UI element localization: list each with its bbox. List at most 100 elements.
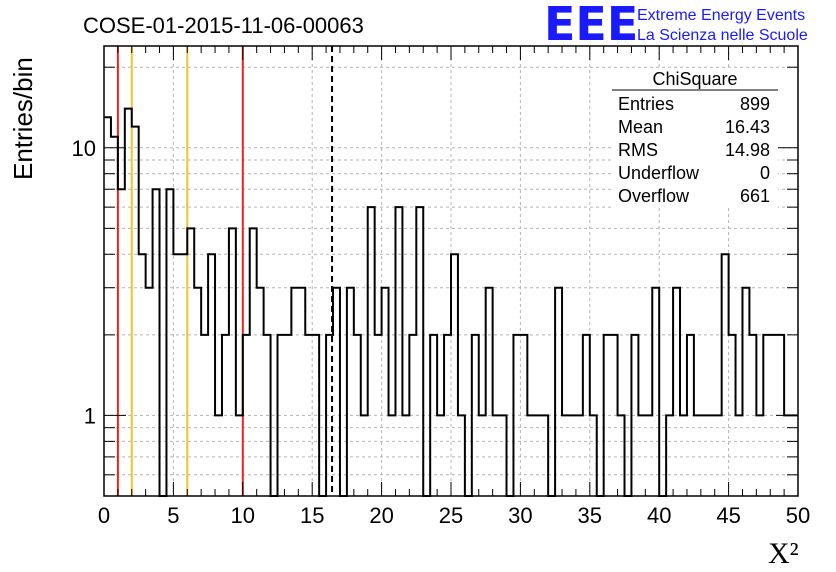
histogram-bin: [382, 288, 389, 496]
histogram-bin: [652, 288, 659, 496]
histogram-bin: [111, 137, 118, 496]
histogram-bin: [541, 415, 548, 496]
histogram-bin: [409, 335, 416, 496]
histogram-bin: [742, 288, 749, 496]
histogram-bin: [673, 288, 680, 496]
y-tick-label: 1: [84, 403, 96, 428]
histogram-bin: [569, 415, 576, 496]
histogram-bin: [493, 415, 500, 496]
stats-label-mean: Mean: [618, 117, 663, 137]
histogram-bin: [402, 415, 409, 496]
histogram-bin: [437, 415, 444, 496]
histogram-bin: [472, 335, 479, 496]
stats-label-underflow: Underflow: [618, 163, 700, 183]
x-tick-label: 5: [167, 503, 179, 528]
histogram-bin: [763, 335, 770, 496]
histogram-bin: [694, 415, 701, 496]
histogram-bin: [201, 335, 208, 496]
histogram-bin: [416, 207, 423, 496]
stats-value-underflow: 0: [760, 163, 770, 183]
histogram-bin: [756, 415, 763, 496]
logo-line-2: La Scienza nelle Scuole: [637, 27, 808, 44]
chart-title: COSE-01-2015-11-06-00063: [83, 13, 364, 38]
x-axis-label: X²: [768, 537, 799, 570]
histogram-bin: [326, 335, 333, 496]
histogram-bin: [250, 228, 257, 496]
histogram-bin: [215, 415, 222, 496]
histogram-bin: [139, 254, 146, 496]
histogram-bin: [527, 415, 534, 496]
histogram-bin: [513, 335, 520, 496]
histogram-bin: [291, 288, 298, 496]
histogram-bin: [701, 415, 708, 496]
histogram-bin: [749, 335, 756, 496]
histogram-bin: [146, 288, 153, 496]
histogram-bin: [618, 415, 625, 496]
histogram-bin: [666, 415, 673, 496]
histogram-bin: [312, 335, 319, 496]
histogram-bin: [187, 228, 194, 496]
histogram-bin: [229, 228, 236, 496]
x-tick-label: 25: [439, 503, 463, 528]
histogram-bin: [153, 189, 160, 496]
histogram-bin: [451, 254, 458, 496]
histogram-bin: [243, 335, 250, 496]
x-tick-label: 0: [98, 503, 110, 528]
eee-logo: EEE Extreme Energy Events La Scienza nel…: [544, 0, 808, 51]
histogram-bin: [333, 288, 340, 496]
logo-mark: EEE: [544, 0, 638, 51]
stats-value-mean: 16.43: [725, 117, 770, 137]
axes: 0 5 10 15 20 25 30 35 40 45 50 1 10: [72, 45, 810, 528]
histogram-bin: [347, 288, 354, 496]
stats-box-name: ChiSquare: [652, 69, 737, 89]
histogram-bin: [395, 207, 402, 496]
histogram-bin: [479, 415, 486, 496]
histogram-bin: [631, 335, 638, 496]
histogram-bin: [278, 335, 285, 496]
x-tick-label: 15: [300, 503, 324, 528]
histogram-bin: [722, 254, 729, 496]
histogram-bin: [458, 415, 465, 496]
histogram-bin: [611, 335, 618, 496]
x-tick-label: 35: [578, 503, 602, 528]
histogram-bin: [389, 415, 396, 496]
histogram-bin: [680, 415, 687, 496]
histogram-bin: [555, 288, 562, 496]
x-tick-label: 50: [786, 503, 810, 528]
x-tick-label: 30: [508, 503, 532, 528]
histogram-bin: [208, 254, 215, 496]
stats-value-rms: 14.98: [725, 140, 770, 160]
histogram-bin: [645, 415, 652, 496]
histogram-bin: [430, 335, 437, 496]
histogram-bin: [222, 335, 229, 496]
histogram-bin: [715, 415, 722, 496]
histogram-bin: [590, 415, 597, 496]
stats-box-background: [612, 68, 778, 208]
histogram-bin: [520, 335, 527, 496]
stats-value-entries: 899: [740, 94, 770, 114]
histogram-bin: [708, 415, 715, 496]
histogram-bin: [305, 335, 312, 496]
histogram-bin: [638, 415, 645, 496]
histogram-bin: [444, 335, 451, 496]
histogram-bin: [500, 415, 507, 496]
x-tick-label: 40: [647, 503, 671, 528]
histogram-bin: [354, 335, 361, 496]
histogram-bin: [298, 288, 305, 496]
stats-label-rms: RMS: [618, 140, 658, 160]
stats-label-entries: Entries: [618, 94, 674, 114]
histogram-bin: [361, 415, 368, 496]
histogram-bin: [687, 335, 694, 496]
stats-label-overflow: Overflow: [618, 186, 690, 206]
histogram-bin: [284, 335, 291, 496]
histogram-bin: [194, 288, 201, 496]
histogram-bin: [486, 288, 493, 496]
histogram-outline: [104, 107, 798, 497]
histogram-bin: [173, 254, 180, 496]
x-tick-label: 45: [716, 503, 740, 528]
histogram-bin: [125, 109, 132, 496]
histogram-bin: [368, 207, 375, 496]
histogram-bin: [118, 189, 125, 496]
histogram-bin: [257, 288, 264, 496]
